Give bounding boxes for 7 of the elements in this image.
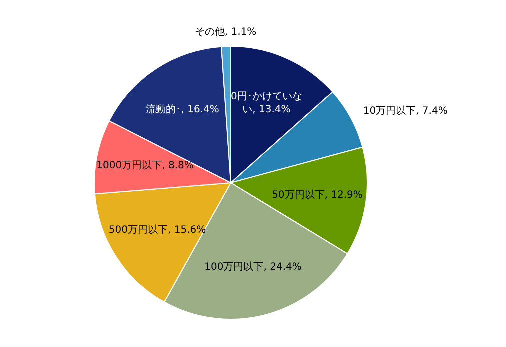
slice-label: その他, 1.1% [194, 26, 257, 38]
slice-label: 1000万円以下, 8.8% [96, 160, 194, 172]
slice-label: 0円･かけていない, 13.4% [231, 91, 302, 116]
slice-label: 流動的･, 16.4% [146, 104, 220, 116]
slice-label: 10万円以下, 7.4% [363, 104, 448, 117]
slice-label: 100万円以下, 24.4% [204, 261, 302, 274]
slice-label: 50万円以下, 12.9% [272, 188, 363, 201]
